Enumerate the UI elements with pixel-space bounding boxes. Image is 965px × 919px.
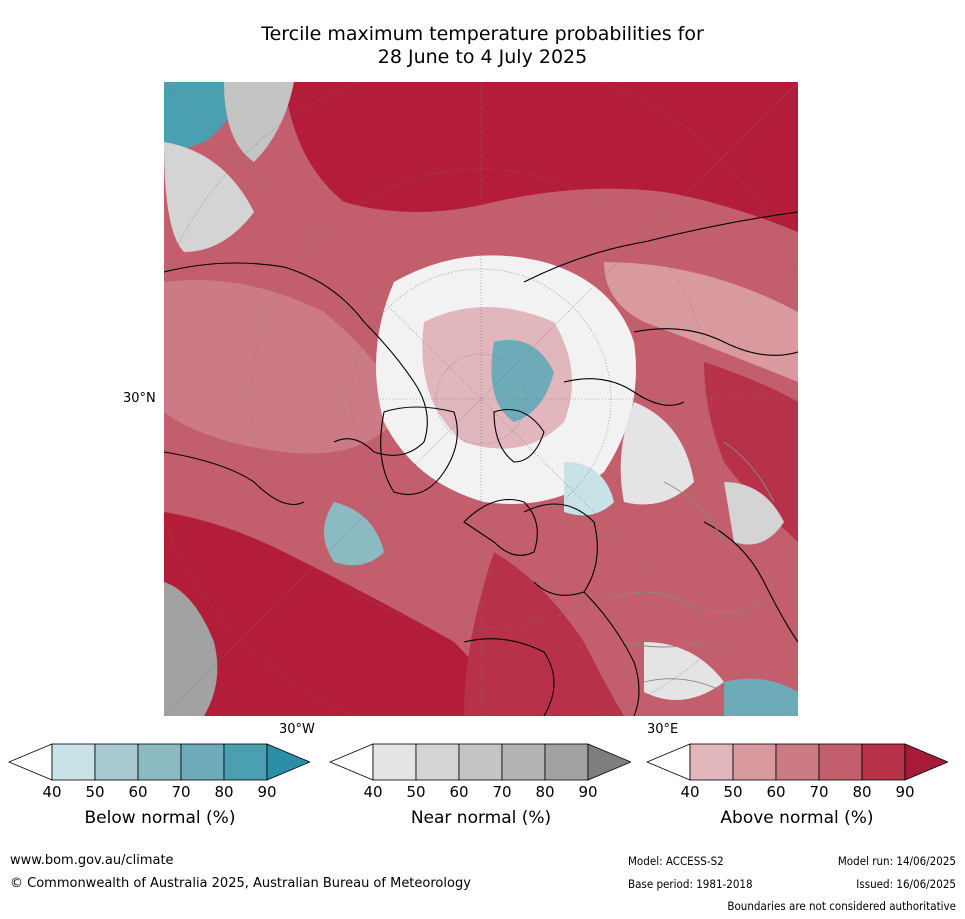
colorbar-label-near: Near normal (%)	[410, 808, 552, 828]
colorbar-below-tick: 40	[42, 783, 62, 801]
colorbar-label-below: Below normal (%)	[84, 808, 236, 828]
colorbar-below-tick: 60	[128, 783, 148, 801]
colorbar-near-high-arrow	[587, 743, 631, 781]
colorbar-near-segment	[501, 743, 546, 781]
colorbar-above-tick: 60	[766, 783, 786, 801]
colorbar-above-normal	[646, 743, 948, 781]
country-borders	[603, 441, 775, 693]
coastlines	[164, 211, 798, 716]
colorbar-above-segment	[818, 743, 863, 781]
colorbar-above-segment	[775, 743, 820, 781]
colorbar-below-segment	[223, 743, 268, 781]
blue-greenland-sea	[324, 502, 384, 566]
colorbar-above-low-arrow	[646, 743, 691, 781]
blue-top-left	[164, 82, 244, 162]
red-europe	[464, 552, 624, 716]
footer-disclaimer: Boundaries are not considered authoritat…	[727, 899, 956, 913]
pink-north-america	[164, 280, 404, 454]
grey-top	[224, 82, 294, 162]
footer-model: Model: ACCESS-S2	[628, 854, 724, 868]
colorbar-above-segment	[861, 743, 906, 781]
colorbar-near-segment	[544, 743, 589, 781]
colorbar-above-segment	[732, 743, 777, 781]
grey-central-asia	[724, 482, 784, 545]
footer-model-run: Model run: 14/06/2025	[837, 854, 956, 868]
lon-label-30e: 30°E	[647, 722, 679, 737]
colorbar-near-tick: 70	[492, 783, 512, 801]
lon-label-30w: 30°W	[279, 722, 315, 737]
light-blue-scandinavia	[564, 462, 614, 516]
chart-title-line2: 28 June to 4 July 2025	[377, 46, 588, 68]
chart-title-line1: Tercile maximum temperature probabilitie…	[261, 23, 704, 45]
colorbar-near-tick: 80	[535, 783, 555, 801]
footer-url: www.bom.gov.au/climate	[10, 853, 174, 868]
grey-pacific	[164, 142, 254, 252]
colorbar-label-above: Above normal (%)	[720, 808, 874, 828]
deep-red-atlantic	[164, 512, 504, 716]
colorbar-near-segment	[458, 743, 503, 781]
colorbar-near-tick: 50	[406, 783, 426, 801]
colorbar-above-tick: 80	[852, 783, 872, 801]
colorbar-above-tick: 70	[809, 783, 829, 801]
footer-copyright: © Commonwealth of Australia 2025, Austra…	[10, 876, 471, 891]
graticule	[164, 82, 798, 716]
colorbar-below-normal	[8, 743, 310, 781]
grey-middle-east	[644, 642, 724, 700]
colorbar-near-low-arrow	[329, 743, 374, 781]
colorbar-near-segment	[415, 743, 460, 781]
colorbar-above-tick: 40	[680, 783, 700, 801]
colorbar-below-segment	[180, 743, 225, 781]
deep-red-north-pacific	[284, 82, 798, 232]
colorbar-below-low-arrow	[8, 743, 53, 781]
colorbar-above-segment	[689, 743, 734, 781]
colorbar-above-tick: 50	[723, 783, 743, 801]
blue-bottom-right	[724, 678, 798, 716]
colorbar-below-segment	[94, 743, 139, 781]
colorbar-near-tick: 90	[578, 783, 598, 801]
colorbar-above-tick: 90	[895, 783, 915, 801]
lat-label-30n: 30°N	[123, 391, 156, 406]
probability-map	[164, 82, 798, 716]
colorbar-below-tick: 90	[257, 783, 277, 801]
footer-issued: Issued: 16/06/2025	[856, 877, 956, 891]
footer-base-period: Base period: 1981-2018	[628, 877, 753, 891]
colorbar-below-tick: 80	[214, 783, 234, 801]
colorbar-below-tick: 50	[85, 783, 105, 801]
grey-atlantic	[164, 582, 218, 716]
blue-arctic	[491, 340, 554, 422]
colorbar-below-segment	[137, 743, 182, 781]
colorbar-near-tick: 40	[363, 783, 383, 801]
colorbar-near-segment	[372, 743, 417, 781]
colorbar-near-tick: 60	[449, 783, 469, 801]
colorbar-below-tick: 70	[171, 783, 191, 801]
colorbar-near-normal	[329, 743, 631, 781]
colorbar-below-segment	[51, 743, 96, 781]
red-asia	[704, 362, 798, 542]
grey-russia	[620, 402, 694, 505]
colorbar-above-high-arrow	[904, 743, 948, 781]
colorbar-below-high-arrow	[266, 743, 310, 781]
